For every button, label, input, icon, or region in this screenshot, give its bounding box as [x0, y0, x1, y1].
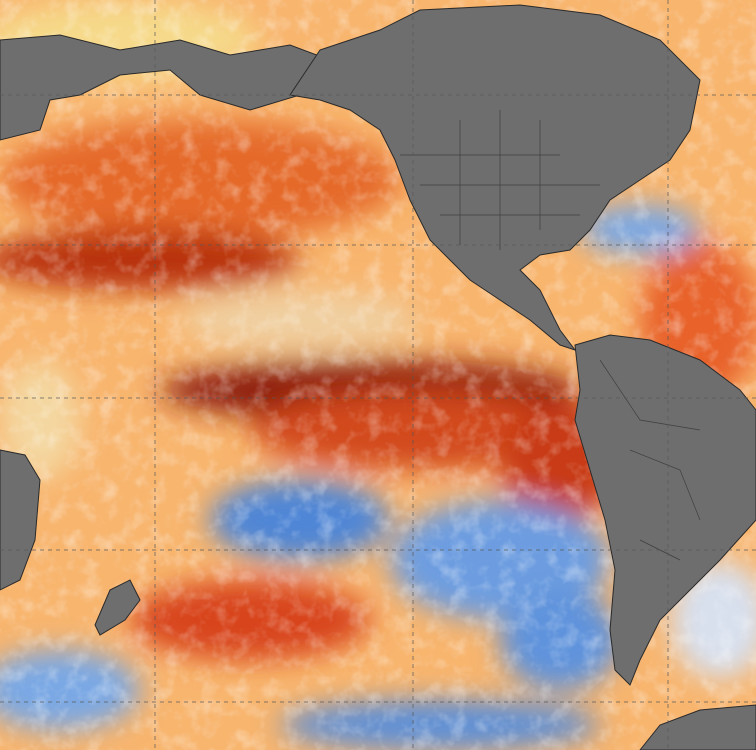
new-zealand	[94, 579, 141, 636]
asia	[0, 34, 331, 141]
australia	[0, 449, 41, 591]
north-america	[289, 4, 701, 351]
south-america	[574, 334, 756, 686]
antarctica	[639, 704, 756, 750]
land	[0, 4, 756, 750]
state-borders	[400, 110, 701, 561]
